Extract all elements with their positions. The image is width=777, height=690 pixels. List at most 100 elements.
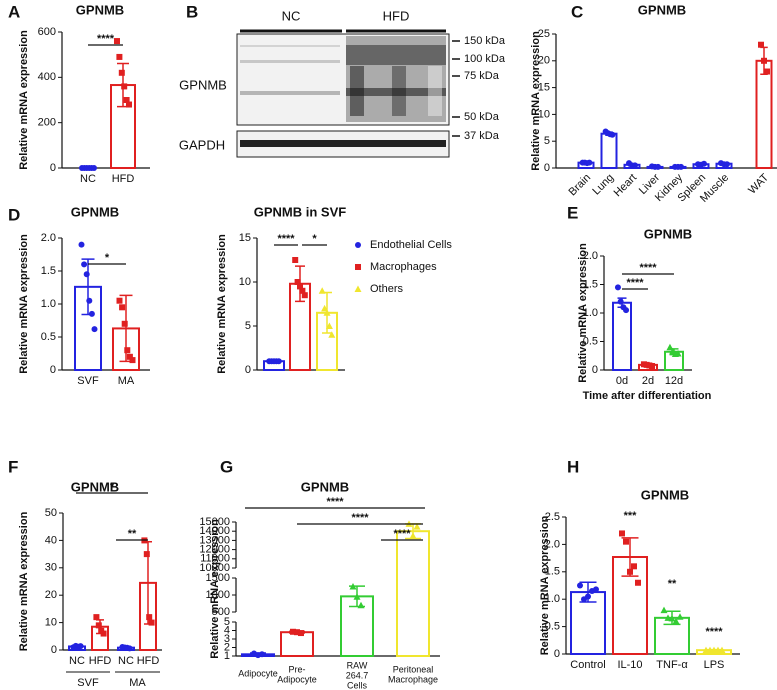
legend-label: Endothelial Cells bbox=[370, 239, 452, 251]
data-point bbox=[678, 163, 684, 170]
group-label: NC bbox=[282, 8, 301, 23]
chart-title: GPNMB bbox=[71, 204, 119, 219]
data-point bbox=[409, 532, 417, 539]
data-point bbox=[355, 264, 361, 270]
data-point bbox=[116, 53, 123, 60]
y-axis-label: Relative mRNA expression bbox=[18, 30, 30, 170]
x-tick-label: Peritoneal bbox=[393, 664, 434, 674]
significance-label: **** bbox=[351, 512, 369, 524]
y-tick-label: 2.0 bbox=[583, 250, 598, 262]
y-tick-label: 10 bbox=[538, 108, 550, 120]
x-tick-label: Pre- bbox=[288, 664, 305, 674]
y-tick-label: 13000 bbox=[199, 534, 230, 546]
y-tick-label: 20 bbox=[45, 589, 57, 601]
y-tick-label: 1 bbox=[224, 650, 230, 662]
data-point bbox=[95, 622, 102, 629]
data-point bbox=[676, 613, 684, 620]
y-tick-label: 12000 bbox=[199, 544, 230, 556]
data-point bbox=[93, 614, 100, 621]
y-tick-label: 0.5 bbox=[41, 331, 56, 343]
y-tick-label: 0.5 bbox=[583, 335, 598, 347]
group-label: MA bbox=[129, 677, 146, 689]
y-tick-label: 0 bbox=[592, 364, 598, 376]
y-tick-label: 2.0 bbox=[545, 538, 560, 550]
y-axis-label: Relative mRNA expression bbox=[530, 31, 542, 171]
data-point bbox=[328, 331, 336, 338]
y-tick-label: 15000 bbox=[199, 516, 230, 528]
data-point bbox=[294, 629, 300, 636]
data-point bbox=[614, 284, 621, 291]
data-point bbox=[619, 530, 625, 537]
data-point bbox=[78, 241, 85, 248]
size-label: 100 kDa bbox=[464, 53, 506, 65]
size-label: 75 kDa bbox=[464, 70, 500, 82]
y-tick-label: 14000 bbox=[199, 525, 230, 537]
data-point bbox=[148, 619, 155, 626]
panel-letter: A bbox=[8, 2, 20, 21]
size-ticks bbox=[452, 40, 460, 137]
blot-bands bbox=[240, 36, 446, 122]
data-point bbox=[349, 583, 357, 590]
data-point bbox=[275, 358, 282, 365]
significance-label: **** bbox=[97, 33, 115, 45]
x-tick-label: HFD bbox=[89, 655, 112, 667]
data-point bbox=[298, 630, 304, 637]
bar bbox=[612, 301, 632, 371]
y-axis-label: Relative mRNA expression bbox=[209, 519, 221, 659]
significance-label: **** bbox=[326, 496, 344, 508]
significance-label: * bbox=[110, 481, 115, 493]
x-tick-label: MA bbox=[118, 375, 135, 387]
data-point bbox=[297, 283, 303, 290]
data-point bbox=[123, 97, 130, 103]
chart-title: GPNMB bbox=[644, 226, 692, 241]
group-label: SVF bbox=[77, 677, 99, 689]
data-point bbox=[668, 614, 676, 622]
data-point bbox=[323, 309, 331, 316]
x-tick-label: HFD bbox=[112, 173, 135, 185]
data-point bbox=[121, 83, 128, 90]
y-tick-label: 1.0 bbox=[583, 307, 598, 319]
x-tick-label: IL-10 bbox=[617, 659, 642, 671]
significance-label: **** bbox=[626, 277, 644, 289]
data-point bbox=[81, 261, 88, 268]
y-tick-label: 1.5 bbox=[41, 265, 56, 277]
bar bbox=[755, 59, 773, 169]
significance-label: ** bbox=[128, 528, 137, 540]
protein-label: GAPDH bbox=[179, 137, 225, 152]
panel-letter: B bbox=[186, 2, 198, 21]
data-point bbox=[701, 160, 707, 167]
y-axis-label: Relative mRNA expression bbox=[18, 511, 30, 651]
data-point bbox=[672, 617, 680, 625]
data-point bbox=[586, 159, 593, 166]
y-tick-label: 15 bbox=[239, 232, 251, 244]
x-tick-label: Lung bbox=[590, 172, 616, 198]
panel-letter: H bbox=[567, 457, 579, 476]
x-tick-label: 0d bbox=[616, 375, 628, 387]
significance-label: * bbox=[105, 252, 110, 264]
bar bbox=[654, 616, 690, 655]
x-tick-label: RAW bbox=[347, 660, 368, 670]
data-point bbox=[299, 287, 306, 294]
data-point bbox=[91, 326, 98, 333]
blot-band bbox=[240, 140, 446, 147]
data-point bbox=[91, 165, 97, 171]
chart-title: GPNMB bbox=[76, 2, 124, 17]
y-tick-label: 11000 bbox=[200, 553, 230, 565]
y-tick-label: 3 bbox=[224, 633, 230, 645]
data-point bbox=[577, 582, 583, 589]
y-tick-label: 0 bbox=[51, 644, 57, 656]
legend-label: Others bbox=[370, 283, 404, 295]
x-tick-label: Brain bbox=[567, 172, 594, 199]
y-axis-label: Relative mRNA expression bbox=[18, 234, 30, 374]
data-point bbox=[126, 645, 133, 652]
x-tick-label: Cells bbox=[347, 680, 368, 690]
y-tick-label: 500 bbox=[212, 606, 230, 618]
data-point bbox=[77, 643, 84, 650]
y-tick-label: 15 bbox=[538, 82, 550, 94]
y-tick-label: 1.5 bbox=[545, 566, 560, 578]
x-axis-label: Time after differentiation bbox=[583, 390, 712, 402]
data-point bbox=[631, 563, 637, 570]
data-point bbox=[357, 601, 365, 609]
x-tick-label: Control bbox=[570, 659, 605, 671]
